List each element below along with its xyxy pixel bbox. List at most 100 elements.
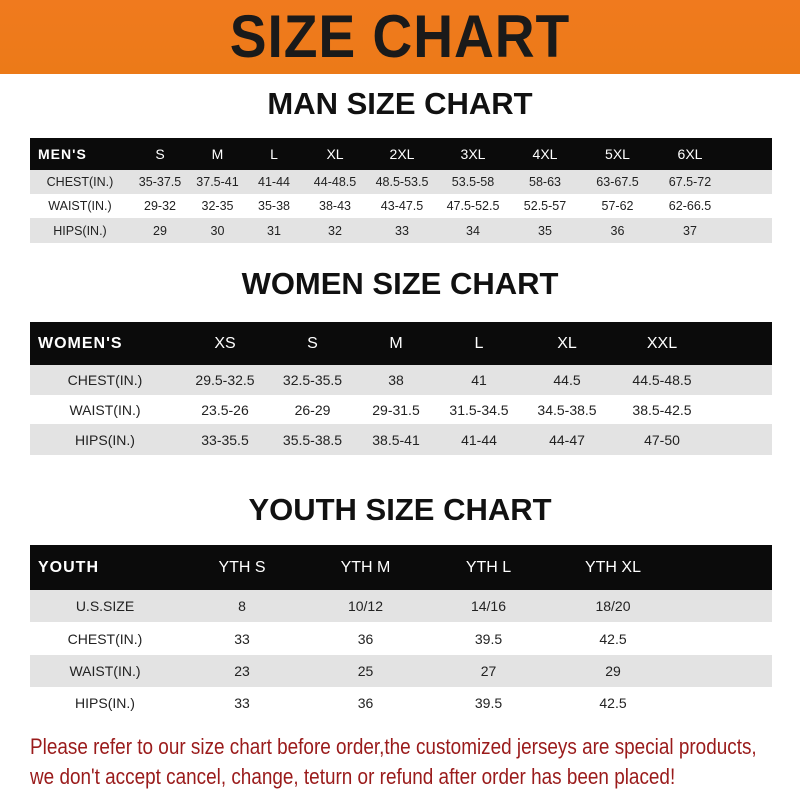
row-label: HIPS(IN.) [53, 223, 107, 238]
empty-cell [676, 590, 772, 622]
table-cell: 41-44 [258, 175, 290, 189]
table-cell: 43-47.5 [380, 199, 424, 213]
column-header: XL [326, 146, 344, 162]
column-header: 4XL [532, 146, 558, 162]
table-cell: 53.5-58 [451, 175, 495, 189]
empty-cell [711, 365, 772, 395]
empty-cell [676, 545, 772, 590]
row-label: U.S.SIZE [75, 598, 135, 614]
column-header: 6XL [677, 146, 703, 162]
table-cell: 27 [480, 663, 497, 679]
table-cell: 39.5 [474, 694, 503, 711]
empty-cell [676, 687, 772, 718]
table-cell: 39.5 [474, 630, 503, 647]
table-cell: 67.5-72 [668, 175, 712, 189]
table-cell: 29-32 [144, 199, 176, 213]
column-header: XS [214, 334, 236, 352]
table-cell: 63-67.5 [596, 175, 639, 189]
row-label: HIPS(IN.) [75, 431, 135, 448]
column-header: YTH L [465, 558, 512, 576]
table-cell: 31.5-34.5 [449, 401, 509, 418]
table-row: WAIST(IN.) 29-32 32-35 35-38 38-43 43-47.5 47.… [30, 194, 772, 218]
order-notice-line-1: Please refer to our size chart before or… [30, 734, 757, 759]
table-cell: 34.5-38.5 [537, 401, 597, 418]
table-cell: 37 [683, 223, 697, 238]
youth-size-table: YOUTH YTH S YTH M YTH L YTH XL U.S.SIZE 8 10/12… [30, 545, 772, 718]
table-cell: 33 [234, 630, 250, 647]
table-cell: 41 [471, 372, 487, 388]
table-cell: 44-48.5 [313, 175, 357, 189]
table-header-row: MEN'S S M L XL 2XL 3XL 4XL 5XL 6XL [30, 138, 772, 170]
table-row: HIPS(IN.) 33-35.5 35.5-38.5 38.5-41 41-44 44-… [30, 424, 772, 455]
men-chart-title: MAN SIZE CHART [267, 86, 533, 121]
table-cell: 36 [357, 630, 374, 647]
empty-cell [711, 424, 772, 455]
table-cell: 32.5-35.5 [282, 372, 343, 388]
table-header-row: WOMEN'S XS S M L XL XXL [30, 322, 772, 365]
empty-cell [711, 395, 772, 424]
column-header: YTH XL [584, 558, 641, 576]
men-size-table: MEN'S S M L XL 2XL 3XL 4XL 5XL 6XL CHEST(IN.) 35-37… [30, 138, 772, 243]
table-cell: 30 [210, 223, 225, 238]
table-cell: 62-66.5 [668, 199, 712, 213]
table-cell: 35 [538, 223, 552, 238]
table-cell: 29 [153, 223, 167, 238]
youth-chart-title: YOUTH SIZE CHART [248, 492, 552, 527]
row-label: WAIST(IN.) [69, 663, 141, 679]
empty-cell [676, 655, 772, 687]
banner: SIZE CHART [0, 0, 800, 74]
column-header: XL [557, 334, 577, 352]
empty-cell [676, 622, 772, 655]
table-cell: 29 [605, 663, 621, 679]
table-cell: 38.5-41 [372, 431, 420, 448]
table-cell: 31 [267, 223, 281, 238]
table-row: CHEST(IN.) 33 36 39.5 42.5 [30, 622, 772, 655]
column-header: L [474, 334, 484, 352]
table-cell: 47.5-52.5 [446, 199, 500, 213]
table-cell: 38 [388, 372, 404, 388]
table-cell: 48.5-53.5 [375, 175, 429, 189]
table-cell: 57-62 [601, 199, 634, 213]
column-header: YTH M [340, 558, 391, 576]
column-header: 2XL [389, 146, 415, 162]
order-notice: Please refer to our size chart before or… [30, 732, 770, 792]
row-label: WAIST(IN.) [69, 401, 141, 418]
women-chart-title: WOMEN SIZE CHART [241, 266, 559, 301]
table-title-cell: MEN'S [38, 146, 87, 162]
table-row: WAIST(IN.) 23.5-26 26-29 29-31.5 31.5-34.5 34… [30, 395, 772, 424]
table-cell: 35-38 [258, 199, 290, 213]
empty-cell [726, 170, 772, 194]
table-cell: 33-35.5 [201, 431, 249, 448]
table-row: CHEST(IN.) 35-37.5 37.5-41 41-44 44-48.5 48.5… [30, 170, 772, 194]
table-cell: 42.5 [599, 694, 627, 711]
row-label: CHEST(IN.) [46, 175, 114, 189]
table-cell: 44.5 [553, 372, 581, 388]
order-notice-line-2: we don't accept cancel, change, teturn o… [30, 764, 676, 789]
women-size-table: WOMEN'S XS S M L XL XXL CHEST(IN.) 29.5-32.5 32.5… [30, 322, 772, 455]
banner-title: SIZE CHART [229, 3, 571, 70]
table-cell: 36 [610, 223, 625, 238]
table-cell: 41-44 [461, 431, 497, 448]
table-cell: 25 [357, 663, 374, 679]
column-header: S [307, 334, 318, 352]
table-cell: 52.5-57 [523, 199, 567, 213]
table-cell: 10/12 [347, 598, 384, 614]
table-cell: 35.5-38.5 [282, 431, 343, 448]
empty-cell [726, 194, 772, 218]
table-cell: 47-50 [644, 431, 680, 448]
empty-cell [726, 138, 772, 170]
column-header: M [211, 146, 224, 162]
empty-cell [711, 322, 772, 365]
table-cell: 23.5-26 [201, 401, 249, 418]
row-label: HIPS(IN.) [75, 694, 135, 711]
table-cell: 14/16 [470, 598, 507, 614]
table-cell: 58-63 [529, 175, 561, 189]
table-cell: 29.5-32.5 [195, 372, 255, 388]
table-cell: 38.5-42.5 [632, 401, 692, 418]
table-title-cell: YOUTH [38, 558, 99, 576]
table-cell: 32-35 [201, 199, 234, 213]
column-header: S [155, 146, 165, 162]
table-cell: 33 [234, 694, 250, 711]
table-row: U.S.SIZE 8 10/12 14/16 18/20 [30, 590, 772, 622]
table-cell: 34 [466, 223, 480, 238]
